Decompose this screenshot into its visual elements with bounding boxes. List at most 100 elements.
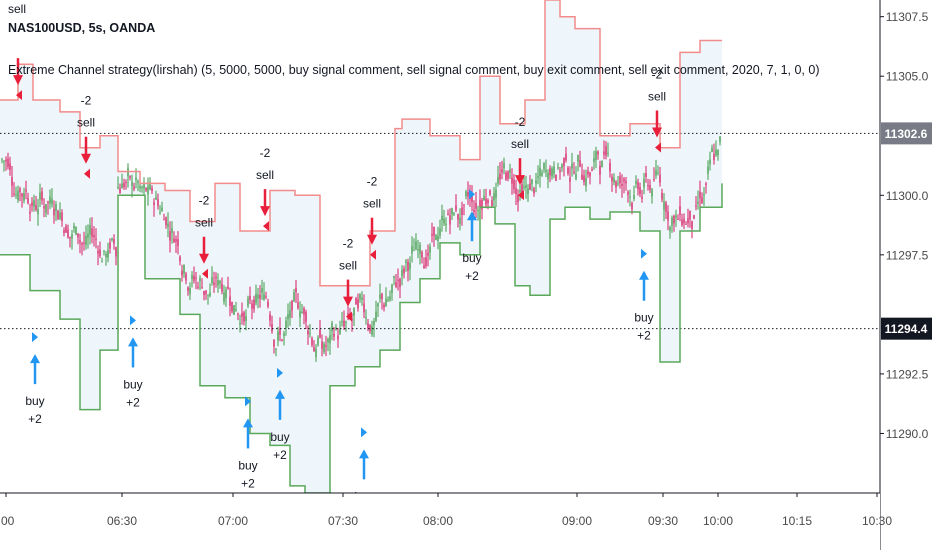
candle [371, 326, 373, 335]
candle [121, 183, 123, 189]
candle [221, 283, 223, 292]
sell-marker [202, 268, 208, 279]
candle [499, 173, 501, 180]
sell-label: sell [511, 137, 529, 151]
candle [347, 313, 349, 315]
candle [551, 168, 553, 177]
candle [1, 159, 3, 161]
sell-qty: -2 [199, 194, 210, 208]
candle [295, 287, 297, 293]
candle [641, 196, 643, 199]
candle [455, 205, 457, 211]
time-tick-label: 10:00 [703, 514, 733, 528]
candle [145, 188, 147, 191]
sell-label: sell [77, 116, 95, 130]
price-axis-bg [880, 0, 932, 550]
candle [325, 345, 327, 347]
candle [465, 191, 467, 197]
candle [495, 189, 497, 198]
time-tick-label: :00 [0, 514, 15, 528]
buy-qty: +2 [637, 329, 651, 343]
candle [415, 241, 417, 250]
candle [571, 163, 573, 169]
strategy-legend[interactable]: Extreme Channel strategy(lirshah) (5, 50… [8, 63, 820, 77]
candle [619, 176, 621, 184]
time-tick-label: 07:30 [328, 514, 358, 528]
candle [305, 312, 307, 322]
buy-qty: +2 [273, 448, 287, 462]
candle [409, 263, 411, 270]
candle [523, 186, 525, 188]
candle [113, 239, 115, 244]
candle [249, 296, 251, 300]
candle [191, 275, 193, 279]
price-tick-label: 11305.0 [886, 70, 929, 84]
buy-qty: +2 [28, 412, 42, 426]
candle [515, 188, 517, 194]
candle [417, 249, 419, 251]
candle [473, 209, 475, 212]
candle [285, 320, 287, 328]
candle [55, 204, 57, 212]
price-axis[interactable]: 11307.5 11305.0 11302.6 11300.0 11297.5 11294… [879, 0, 932, 550]
candle [401, 269, 403, 277]
symbol-title[interactable]: NAS100USD, 5s, OANDA [8, 21, 156, 35]
candle [7, 158, 9, 167]
buy-marker [130, 315, 136, 326]
candle [39, 192, 41, 200]
candle [235, 309, 237, 311]
candle [381, 293, 383, 300]
candle [21, 193, 23, 197]
candle [253, 299, 255, 310]
candle [585, 178, 587, 187]
sell-label: sell [256, 168, 274, 182]
candle [645, 173, 647, 177]
candle [67, 229, 69, 238]
candle [355, 298, 357, 305]
time-tick-label: 10:15 [782, 514, 812, 528]
candle [445, 223, 447, 226]
channel-fill-layer [0, 0, 722, 493]
candle [579, 160, 581, 167]
candle [73, 225, 75, 229]
candle [241, 313, 243, 317]
buy-marker [245, 396, 251, 407]
candle [547, 172, 549, 180]
time-axis[interactable]: :00 06:30 07:00 07:30 08:00 09:00 09:30 10:00 10… [0, 492, 892, 550]
candle [561, 164, 563, 168]
candle [529, 183, 531, 190]
price-tag [881, 317, 932, 340]
candle [373, 321, 375, 326]
buy-marker [641, 248, 647, 259]
candle [115, 247, 117, 257]
candle [405, 260, 407, 263]
candle [339, 328, 341, 334]
candle [139, 186, 141, 189]
candle [11, 177, 13, 186]
candle [47, 201, 49, 203]
candle [161, 207, 163, 211]
candle [525, 185, 527, 188]
candle [185, 273, 187, 281]
candle [697, 202, 699, 204]
candle [667, 211, 669, 221]
candle [631, 202, 633, 210]
buy-arrow-icon [275, 389, 285, 399]
candle [231, 301, 233, 312]
candle [149, 182, 151, 190]
sell-arrow-icon [13, 75, 23, 86]
channel-band [0, 0, 722, 493]
candle [247, 298, 249, 306]
candle [197, 286, 199, 288]
candle [89, 225, 91, 235]
candle [483, 196, 485, 201]
candle [97, 250, 99, 254]
candle [49, 196, 51, 204]
candle [107, 249, 109, 258]
candle [537, 176, 539, 178]
candle [607, 153, 609, 154]
time-axis-bg [0, 493, 880, 550]
candle [85, 236, 87, 245]
candle [289, 310, 291, 318]
